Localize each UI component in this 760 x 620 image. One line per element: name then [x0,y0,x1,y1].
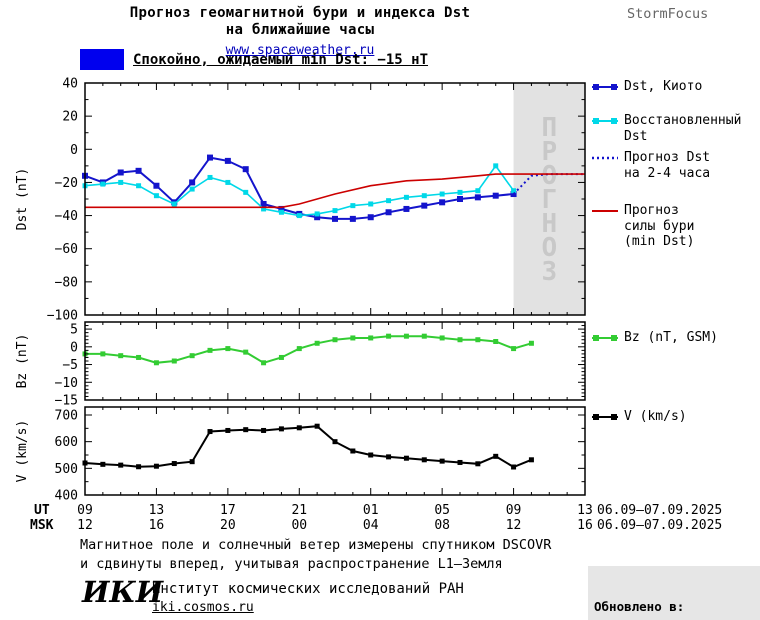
page-title-line1: Прогноз геомагнитной бури и индекса Dst [129,5,471,21]
legend-label-dst-kyoto: Dst, Киото [624,79,703,94]
svg-text:21: 21 [291,503,307,518]
spaceweather-link[interactable]: www.spaceweather.ru [225,43,375,58]
svg-text:09: 09 [506,503,522,518]
legend-dst-kyoto: Dst, Киото [592,79,702,95]
svg-text:О: О [541,233,557,263]
status-banner: Спокойно, ожидаемый min Dst: −15 нТ [80,49,428,70]
svg-text:40: 40 [62,77,78,92]
svg-text:05: 05 [434,503,450,518]
svg-text:500: 500 [55,462,78,477]
dst-forecast-marker-icon [592,156,618,160]
status-color-swatch [80,49,124,70]
svg-text:З: З [541,257,557,287]
svg-text:−60: −60 [55,242,78,257]
svg-text:−40: −40 [55,209,78,224]
svg-text:00: 00 [291,518,307,533]
svg-text:Г: Г [541,185,557,215]
svg-text:09: 09 [77,503,93,518]
svg-text:UT: UT [34,503,50,518]
svg-text:08: 08 [434,518,450,533]
header: Прогноз геомагнитной бури и индекса Dst … [0,5,600,58]
svg-text:06.09—07.09.2025: 06.09—07.09.2025 [597,518,722,533]
note-line1: Магнитное поле и солнечный ветер измерен… [80,537,552,553]
svg-text:−20: −20 [55,176,78,191]
svg-text:Р: Р [541,137,557,167]
bz-marker-icon [592,335,618,341]
svg-text:MSK: MSK [30,518,54,533]
dst-restored-marker-icon [592,118,618,124]
svg-text:Н: Н [541,209,557,239]
updated-panel: Обновлено в: UT 09:05, 07.09.2025 MSK 12… [588,566,760,620]
svg-text:16: 16 [149,518,165,533]
svg-text:−5: −5 [62,358,78,373]
v-marker-icon [592,414,618,420]
svg-text:700: 700 [55,409,78,424]
data-source-note: Магнитное поле и солнечный ветер измерен… [80,536,551,574]
institute-name: Институт космических исследований РАН [152,581,464,597]
svg-text:600: 600 [55,435,78,450]
svg-text:12: 12 [506,518,522,533]
svg-text:V (km/s): V (km/s) [15,420,30,483]
svg-text:04: 04 [363,518,379,533]
legend-bz: Bz (nT, GSM) [592,330,718,346]
status-text-link[interactable]: Спокойно, ожидаемый min Dst: −15 нТ [133,51,429,68]
legend-label-storm-force: Прогноз силы бури (min Dst) [624,203,695,249]
svg-text:О: О [541,161,557,191]
legend-label-v: V (km/s) [624,409,687,424]
note-line2: и сдвинуты вперед, учитывая распростране… [80,556,503,572]
updated-heading: Обновлено в: [594,599,685,614]
svg-text:20: 20 [220,518,236,533]
svg-text:0: 0 [70,143,78,158]
svg-text:5: 5 [70,323,78,338]
legend-dst-forecast: Прогноз Dst на 2-4 часа [592,150,710,181]
svg-text:−100: −100 [47,309,78,324]
legend-dst-restored: Восстановленный Dst [592,113,741,144]
legend-label-bz: Bz (nT, GSM) [624,330,718,345]
svg-text:16: 16 [577,518,593,533]
iki-logo: ИКИ [82,575,164,609]
svg-text:13: 13 [577,503,593,518]
brand-stormfocus: StormFocus [627,6,709,22]
page-title-line2: на ближайшие часы [225,22,375,38]
svg-text:13: 13 [149,503,165,518]
svg-text:17: 17 [220,503,236,518]
svg-text:01: 01 [363,503,379,518]
svg-text:400: 400 [55,489,78,504]
svg-text:12: 12 [77,518,93,533]
iki-site-link[interactable]: iki.cosmos.ru [152,600,254,615]
svg-text:−80: −80 [55,275,78,290]
svg-text:П: П [541,113,557,143]
dst-kyoto-marker-icon [592,84,618,90]
storm-force-marker-icon [592,210,618,212]
legend-label-dst-restored: Восстановленный Dst [624,113,742,144]
svg-text:Dst (nT): Dst (nT) [15,168,30,231]
legend-storm-force: Прогноз силы бури (min Dst) [592,203,694,250]
legend-v: V (km/s) [592,409,687,425]
svg-text:−15: −15 [55,394,78,409]
legend-label-dst-forecast: Прогноз Dst на 2-4 часа [624,150,711,181]
svg-text:Bz (nT): Bz (nT) [15,334,30,389]
svg-text:0: 0 [70,340,78,355]
svg-text:−10: −10 [55,376,78,391]
svg-text:20: 20 [62,110,78,125]
svg-text:06.09—07.09.2025: 06.09—07.09.2025 [597,503,722,518]
